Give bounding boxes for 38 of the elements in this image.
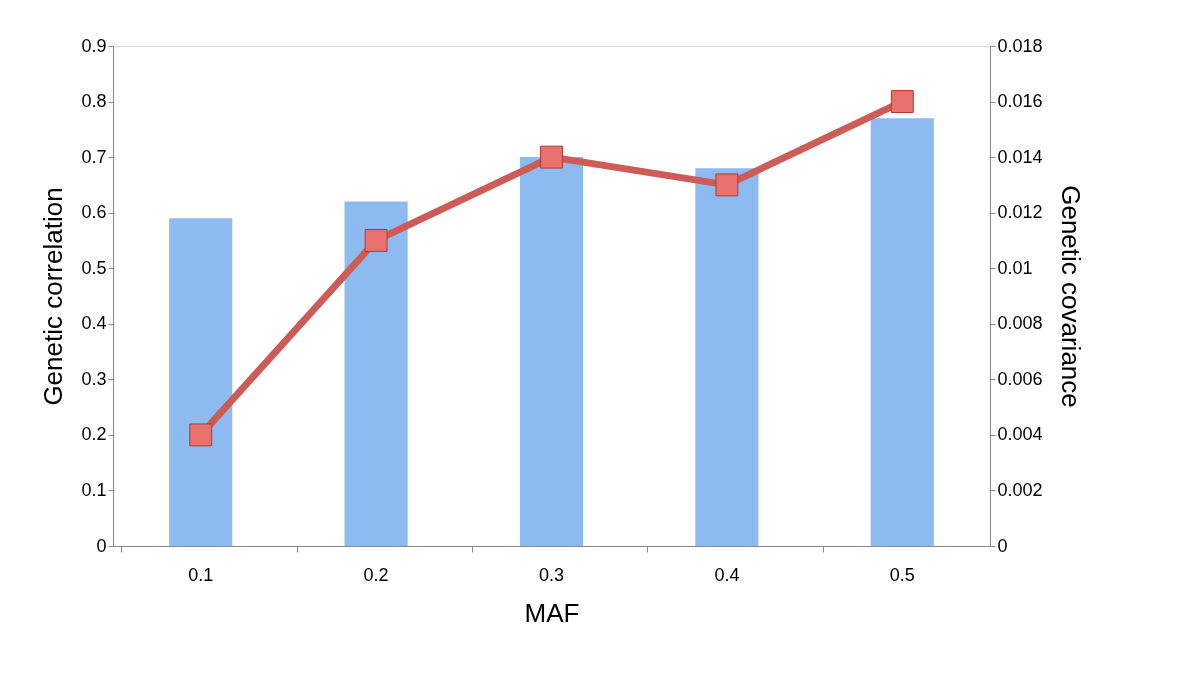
y2-tick-label: 0.014 xyxy=(997,146,1043,167)
y-tick-label: 0.5 xyxy=(81,257,107,278)
x-tick-label: 0.3 xyxy=(538,564,565,585)
y-tick-label: 0.6 xyxy=(81,202,107,223)
y2-tick-label: 0.004 xyxy=(997,424,1043,445)
y-tick-label: 0.2 xyxy=(81,424,107,445)
x-axis-title: MAF xyxy=(524,597,580,628)
x-tick-label: 0.2 xyxy=(363,564,389,585)
point xyxy=(890,90,914,114)
y-tick-label: 0.1 xyxy=(81,479,107,500)
y2-tick-label: 0.006 xyxy=(997,368,1043,389)
y-tick-label: 0.8 xyxy=(81,91,107,112)
bar xyxy=(870,118,934,546)
y2-tick-label: 0.01 xyxy=(997,257,1033,278)
y2-tick-label: 0.018 xyxy=(997,35,1043,56)
y2-tick-label: 0 xyxy=(997,535,1008,556)
x-tick-label: 0.1 xyxy=(188,564,214,585)
y2-tick-label: 0.016 xyxy=(997,91,1043,112)
bar xyxy=(695,168,759,546)
y2-tick-label: 0.012 xyxy=(997,202,1043,223)
bar xyxy=(169,218,233,546)
point xyxy=(715,173,739,197)
y2-axis-title: Genetic covariance xyxy=(1055,185,1086,408)
y2-tick-label: 0.002 xyxy=(997,479,1043,500)
y-tick-label: 0.7 xyxy=(81,146,107,167)
point xyxy=(189,423,213,447)
point xyxy=(540,145,563,169)
y-axis-title: Genetic correlation xyxy=(38,187,69,406)
y2-tick-label: 0.008 xyxy=(997,313,1043,334)
point xyxy=(364,228,388,252)
x-tick-label: 0.5 xyxy=(889,564,915,585)
x-tick-label: 0.4 xyxy=(714,564,740,585)
y-tick-label: 0 xyxy=(96,535,107,556)
y-tick-label: 0.9 xyxy=(81,35,107,56)
bar xyxy=(344,201,408,546)
bar xyxy=(519,157,584,546)
y-tick-label: 0.3 xyxy=(81,368,107,389)
y-tick-label: 0.4 xyxy=(81,313,107,334)
